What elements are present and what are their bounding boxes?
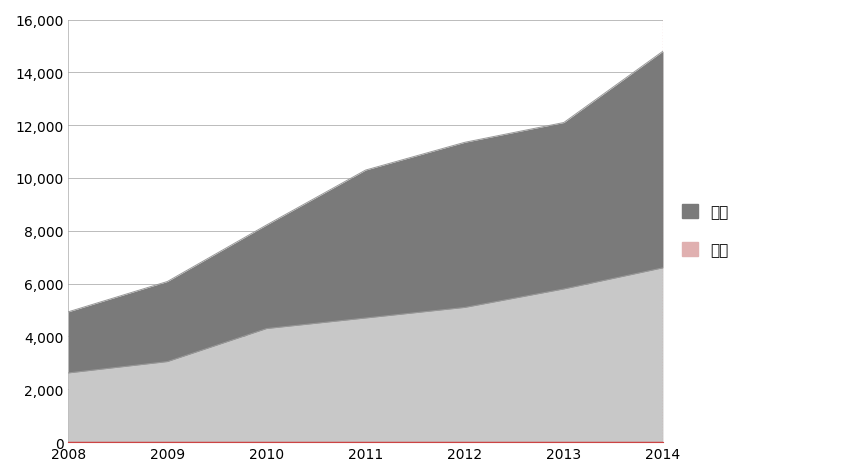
Legend: 남성, 여성: 남성, 여성 <box>682 205 728 258</box>
